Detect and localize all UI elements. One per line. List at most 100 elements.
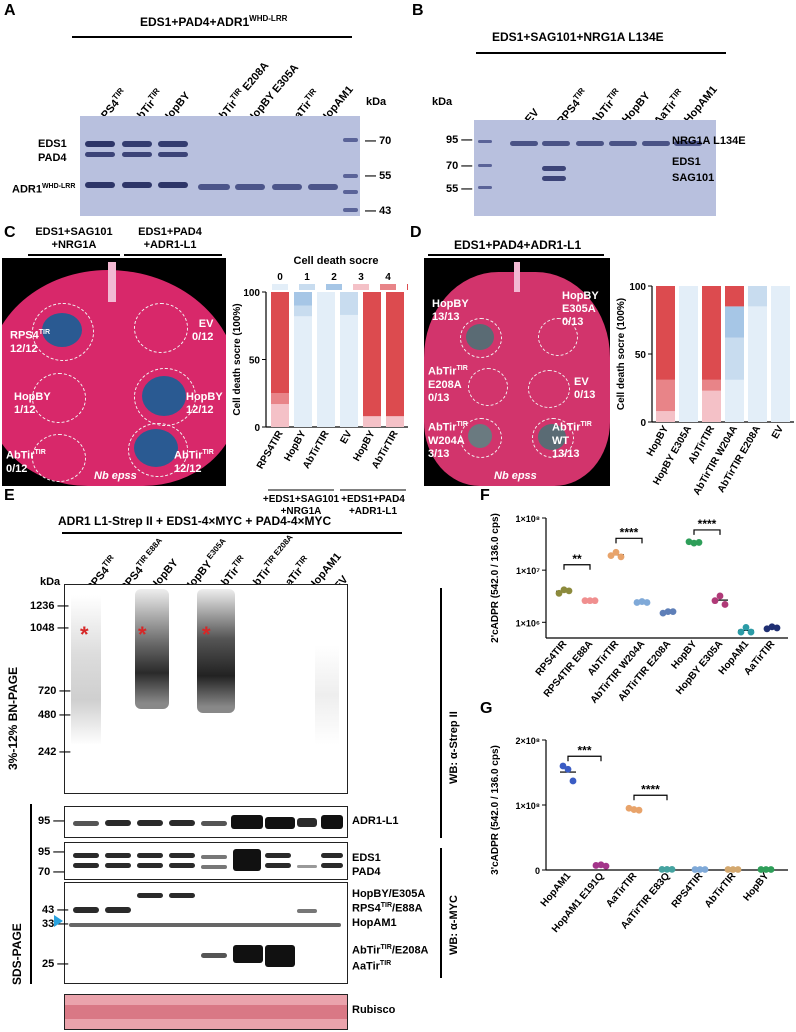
bar-segment	[725, 337, 744, 380]
significance-bracket	[615, 537, 643, 544]
panel-e-sds-label: SDS-PAGE	[10, 923, 24, 985]
panel-e-label-abtir: AbTirTIR/E208A	[352, 944, 429, 957]
legend-swatch	[272, 284, 288, 290]
bar-segment	[386, 292, 404, 417]
legend-swatch	[353, 284, 369, 290]
data-point	[617, 553, 625, 561]
panel-e-wb-bracket	[440, 588, 442, 838]
panel-d-spot: EV 0/13	[574, 376, 596, 401]
legend-label: 1	[304, 272, 310, 283]
panel-e-star: *	[202, 622, 211, 647]
data-point	[668, 865, 676, 873]
data-point	[711, 597, 719, 605]
data-point	[767, 866, 775, 873]
group-label: +EDS1+PAD4	[341, 494, 405, 505]
y-tick-label: 100	[243, 288, 260, 299]
panel-c-spot: RPS4TIR 12/12	[10, 329, 51, 355]
data-point	[747, 628, 755, 636]
bar-segment	[294, 292, 312, 306]
panel-d-spot: HopBY 13/13	[432, 298, 469, 323]
legend-swatch	[326, 284, 342, 290]
significance-label: ****	[641, 782, 660, 796]
panel-a-gel	[80, 116, 360, 216]
data-point	[663, 865, 671, 873]
panel-c-spot: AbTirTIR 0/12	[6, 449, 46, 475]
panel-c-rule-right	[124, 254, 222, 256]
panel-c-spot: EV 0/12	[192, 318, 214, 343]
y-axis-label: 3'cADPR (542.0 / 136.0 cps)	[490, 745, 501, 875]
data-point	[716, 592, 724, 600]
panel-d-rule	[428, 254, 604, 256]
chart-title: Cell death socre	[294, 255, 379, 267]
panel-c-header-left: EDS1+SAG101 +NRG1A	[35, 226, 113, 251]
y-tick-label: 50	[249, 356, 261, 367]
data-point	[691, 866, 699, 873]
group-label: +NRG1A	[281, 506, 322, 517]
panel-b-marker: 55 —	[446, 183, 473, 195]
panel-a-label-adr1: ADR1WHD-LRR	[12, 183, 76, 196]
x-tick-label: EV	[338, 429, 354, 446]
x-tick-label: RPS4TIR	[670, 870, 706, 910]
arrowhead-icon	[54, 915, 63, 927]
panel-a-title: EDS1+PAD4+ADR1WHD-LRR	[140, 14, 288, 29]
bar-segment	[656, 286, 675, 380]
y-tick-label: 50	[635, 350, 647, 361]
data-point	[555, 589, 563, 597]
data-point	[592, 862, 600, 869]
panel-a-marker: — 43	[365, 205, 392, 217]
panel-d-spot: AbTirTIR W204A 3/13	[428, 421, 468, 460]
data-point	[701, 866, 709, 873]
data-point	[690, 539, 698, 547]
panel-e-label-rubisco: Rubisco	[352, 1004, 396, 1016]
bar-segment	[317, 292, 335, 427]
y-tick-label: 0	[640, 418, 646, 429]
bar-segment	[340, 314, 358, 427]
bar-segment	[725, 379, 744, 422]
panel-label-c: C	[4, 224, 16, 241]
panel-b-label-sag101: SAG101	[672, 172, 715, 184]
panel-a-kda: kDa	[366, 96, 387, 108]
legend-swatch	[299, 284, 315, 290]
data-point	[729, 866, 737, 873]
significance-label: ****	[698, 517, 717, 531]
x-tick-label: AbTirTIR	[703, 870, 739, 910]
panel-e-label-adr1: ADR1-L1	[352, 815, 399, 827]
group-label: +ADR1-L1	[349, 506, 398, 517]
data-point	[734, 866, 742, 873]
panel-e-label-hopby: HopBY/E305A	[352, 888, 426, 900]
panel-c-rule-left	[28, 254, 120, 256]
significance-bracket	[633, 794, 668, 801]
panel-e-wb-myc: WB: α-MYC	[448, 895, 460, 955]
bar-segment	[725, 306, 744, 338]
bar-segment	[656, 411, 675, 422]
panel-e-bn-label: 3%-12% BN-PAGE	[6, 666, 20, 770]
panel-b-marker: 95 —	[446, 134, 473, 146]
panel-c-spot: AbTirTIR 12/12	[174, 449, 214, 475]
panel-c-leaf-image: RPS4TIR 12/12 EV 0/12 HopBY 1/12 HopBY 12/12…	[2, 258, 226, 486]
data-point	[569, 777, 577, 785]
bar-segment	[679, 286, 698, 422]
panel-b-rule	[476, 52, 726, 54]
panel-e-eds1-blot	[64, 842, 348, 880]
significance-label: ***	[577, 743, 591, 757]
panel-c-header-right: EDS1+PAD4 +ADR1-L1	[138, 226, 202, 251]
x-tick-label: EV	[770, 424, 786, 441]
panel-label-d: D	[410, 224, 422, 241]
data-point	[658, 865, 666, 873]
bar-segment	[656, 379, 675, 412]
y-axis-label: 2'cADPR (542.0 / 136.0 cps)	[490, 513, 501, 643]
y-tick-label: 1×10⁷	[516, 566, 540, 576]
panel-e-bn-marker: 242 —	[38, 746, 71, 758]
panel-c-species: Nb epss	[94, 470, 137, 482]
panel-e-label-pad4: PAD4	[352, 866, 381, 878]
data-point	[721, 601, 729, 608]
data-point	[630, 806, 638, 813]
y-tick-label: 2×10⁸	[515, 736, 540, 746]
data-point	[695, 539, 703, 546]
x-tick-label: AbTirTIR E208A	[716, 424, 763, 495]
bar-segment	[386, 416, 404, 427]
bar-segment	[702, 390, 721, 422]
bar-segment	[748, 306, 767, 422]
panel-b-label-eds1: EDS1	[672, 156, 701, 168]
x-tick-label: HopBY	[741, 871, 771, 904]
